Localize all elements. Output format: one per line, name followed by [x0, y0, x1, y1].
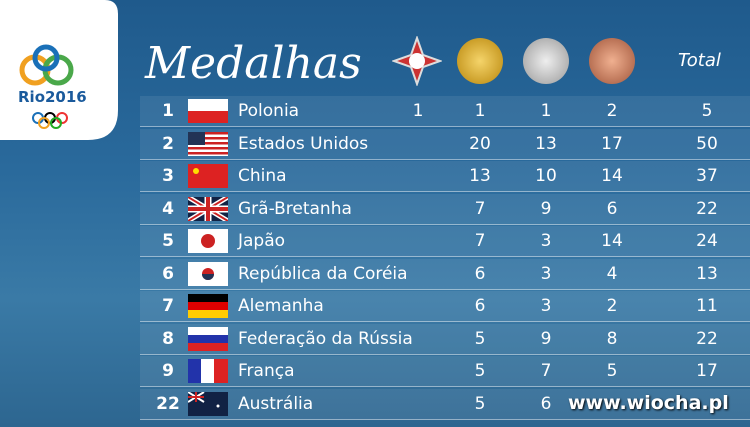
table-row: 9 França 5 7 5 17 — [140, 356, 750, 387]
country: Japão — [238, 231, 286, 251]
rank: 22 — [156, 393, 180, 414]
rank: 4 — [162, 198, 174, 219]
table-row: 5 Japão 7 3 14 24 — [140, 226, 750, 257]
country: China — [238, 166, 287, 186]
silver-count: 3 — [540, 263, 552, 284]
country: Estados Unidos — [238, 133, 369, 154]
bronze-count: 2 — [606, 296, 618, 316]
total-count: 5 — [701, 101, 713, 121]
gold-count: 7 — [474, 198, 486, 219]
logo-background — [0, 0, 118, 140]
country: Polonia — [238, 101, 300, 121]
total-count: 22 — [696, 198, 718, 219]
rank: 3 — [162, 166, 174, 186]
rank: 2 — [162, 133, 174, 154]
country: França — [238, 361, 295, 381]
bronze-count: 6 — [606, 198, 618, 219]
bronze-count: 2 — [606, 101, 618, 121]
total-count: 17 — [696, 361, 718, 381]
table-row: 2 Estados Unidos 20 13 17 50 — [140, 128, 750, 160]
table-row: 1 Polonia 1 1 1 2 5 — [140, 96, 750, 127]
flag — [188, 131, 228, 156]
rank: 9 — [162, 361, 174, 381]
silver-count: 9 — [540, 198, 552, 219]
bronze-count: 4 — [606, 263, 618, 284]
bronze-count: 14 — [601, 166, 623, 186]
total-count: 11 — [696, 296, 718, 316]
title: Medalhas — [145, 38, 362, 89]
country: Federação da Rússia — [238, 328, 413, 349]
silver-count: 1 — [540, 101, 552, 121]
gold-icon — [457, 38, 503, 84]
flag — [188, 326, 228, 351]
table-row: 22 Austrália 5 6 — [140, 388, 750, 420]
table-row: 6 República da Coréia 6 3 4 13 — [140, 258, 750, 290]
rank: 8 — [162, 328, 174, 349]
gold-count: 6 — [474, 263, 486, 284]
special-count: 1 — [412, 101, 424, 121]
silver-count: 6 — [540, 393, 552, 414]
bronze-count: 8 — [606, 328, 618, 349]
flag — [188, 196, 228, 221]
country: Alemanha — [238, 296, 324, 316]
gold-count: 5 — [474, 328, 486, 349]
bronze-count: 14 — [601, 231, 623, 251]
gold-count: 7 — [474, 231, 486, 251]
table-row: 8 Federação da Rússia 5 9 8 22 — [140, 323, 750, 355]
table-row: 3 China 13 10 14 37 — [140, 161, 750, 192]
total-count: 24 — [696, 231, 718, 251]
gold-count: 6 — [474, 296, 486, 316]
flag — [188, 359, 228, 383]
gold-count: 1 — [474, 101, 486, 121]
country: Austrália — [238, 393, 314, 414]
flag — [188, 99, 228, 123]
country: Grã-Bretanha — [238, 198, 352, 219]
logo-text: Rio2016 — [18, 88, 87, 106]
bronze-count: 17 — [601, 133, 623, 154]
table-row: 4 Grã-Bretanha 7 9 6 22 — [140, 193, 750, 225]
silver-count: 7 — [540, 361, 552, 381]
bronze-icon — [589, 38, 635, 84]
total-header: Total — [678, 50, 721, 71]
flag — [188, 261, 228, 286]
total-count: 13 — [696, 263, 718, 284]
gold-count: 5 — [474, 393, 486, 414]
country: República da Coréia — [238, 263, 408, 284]
silver-count: 3 — [540, 296, 552, 316]
watermark: www.wiocha.pl — [568, 392, 729, 414]
silver-count: 3 — [540, 231, 552, 251]
silver-count: 9 — [540, 328, 552, 349]
rank: 1 — [162, 101, 174, 121]
total-count: 50 — [696, 133, 718, 154]
total-count: 37 — [696, 166, 718, 186]
silver-icon — [523, 38, 569, 84]
gold-count: 20 — [469, 133, 491, 154]
order-icon — [392, 36, 442, 86]
flag — [188, 391, 228, 416]
flag — [188, 164, 228, 188]
bronze-count: 5 — [606, 361, 618, 381]
gold-count: 13 — [469, 166, 491, 186]
flag — [188, 294, 228, 318]
flag — [188, 229, 228, 253]
rank: 5 — [162, 231, 174, 251]
table-row: 7 Alemanha 6 3 2 11 — [140, 291, 750, 322]
total-count: 22 — [696, 328, 718, 349]
silver-count: 10 — [535, 166, 557, 186]
gold-count: 5 — [474, 361, 486, 381]
rank: 7 — [162, 296, 174, 316]
silver-count: 13 — [535, 133, 557, 154]
rank: 6 — [162, 263, 174, 284]
